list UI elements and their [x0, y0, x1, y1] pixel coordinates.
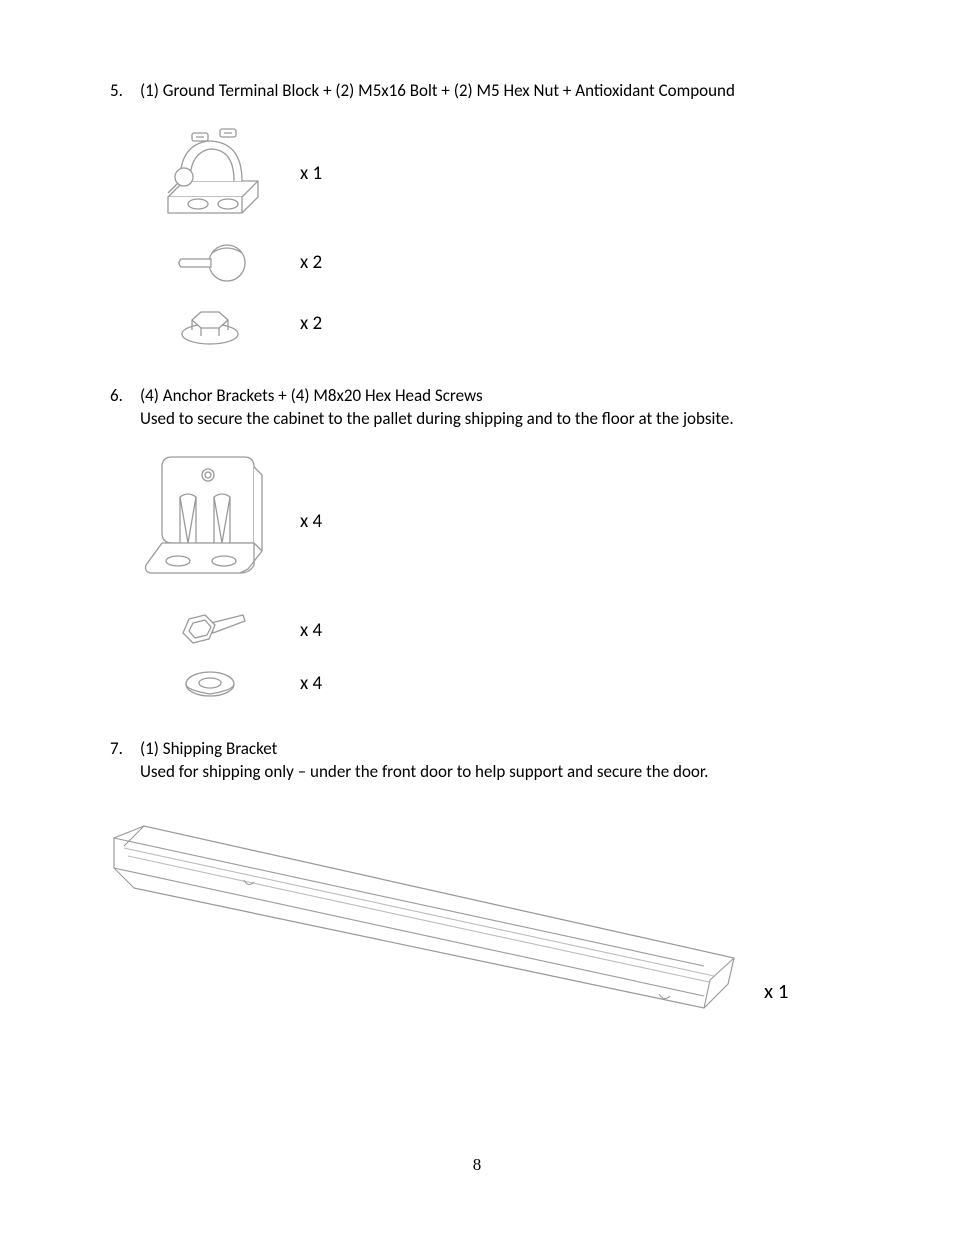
part-row: x 4 — [140, 603, 864, 658]
parts-group-7: x 1 — [104, 808, 864, 1028]
part-row: x 1 — [140, 119, 864, 229]
shipping-bracket-icon — [104, 808, 744, 1028]
part-qty: x 4 — [300, 510, 322, 533]
part-qty: x 4 — [300, 619, 322, 642]
item-title: (1) Shipping Bracket — [140, 738, 277, 759]
item-title: (1) Ground Terminal Block + (2) M5x16 Bo… — [140, 80, 735, 101]
washer-icon — [140, 664, 280, 704]
terminal-block-icon — [140, 119, 280, 229]
list-item-5: 5. (1) Ground Terminal Block + (2) M5x16… — [110, 80, 864, 103]
list-body: (4) Anchor Brackets + (4) M8x20 Hex Head… — [140, 385, 864, 431]
parts-group-5: x 1 x 2 — [140, 119, 864, 351]
part-row: x 4 — [140, 447, 864, 597]
list-number: 6. — [110, 385, 140, 406]
item-desc: Used to secure the cabinet to the pallet… — [140, 408, 734, 429]
bolt-icon — [140, 235, 280, 290]
hex-screw-icon — [140, 603, 280, 658]
part-qty: x 4 — [300, 672, 322, 695]
document-page: 5. (1) Ground Terminal Block + (2) M5x16… — [0, 0, 954, 1235]
hex-nut-icon — [140, 296, 280, 351]
list-number: 7. — [110, 738, 140, 759]
part-qty: x 1 — [764, 978, 789, 1004]
item-desc: Used for shipping only – under the front… — [140, 761, 708, 782]
part-qty: x 2 — [300, 312, 322, 335]
part-qty: x 1 — [300, 162, 322, 185]
list-item-6: 6. (4) Anchor Brackets + (4) M8x20 Hex H… — [110, 385, 864, 431]
list-item-7: 7. (1) Shipping Bracket Used for shippin… — [110, 738, 864, 784]
part-row: x 4 — [140, 664, 864, 704]
anchor-bracket-icon — [140, 447, 280, 597]
parts-group-6: x 4 x 4 — [140, 447, 864, 704]
part-qty: x 2 — [300, 251, 322, 274]
part-row: x 2 — [140, 235, 864, 290]
list-body: (1) Ground Terminal Block + (2) M5x16 Bo… — [140, 80, 864, 103]
list-number: 5. — [110, 80, 140, 101]
item-title: (4) Anchor Brackets + (4) M8x20 Hex Head… — [140, 385, 483, 406]
list-body: (1) Shipping Bracket Used for shipping o… — [140, 738, 864, 784]
part-row: x 2 — [140, 296, 864, 351]
page-number: 8 — [0, 1155, 954, 1175]
